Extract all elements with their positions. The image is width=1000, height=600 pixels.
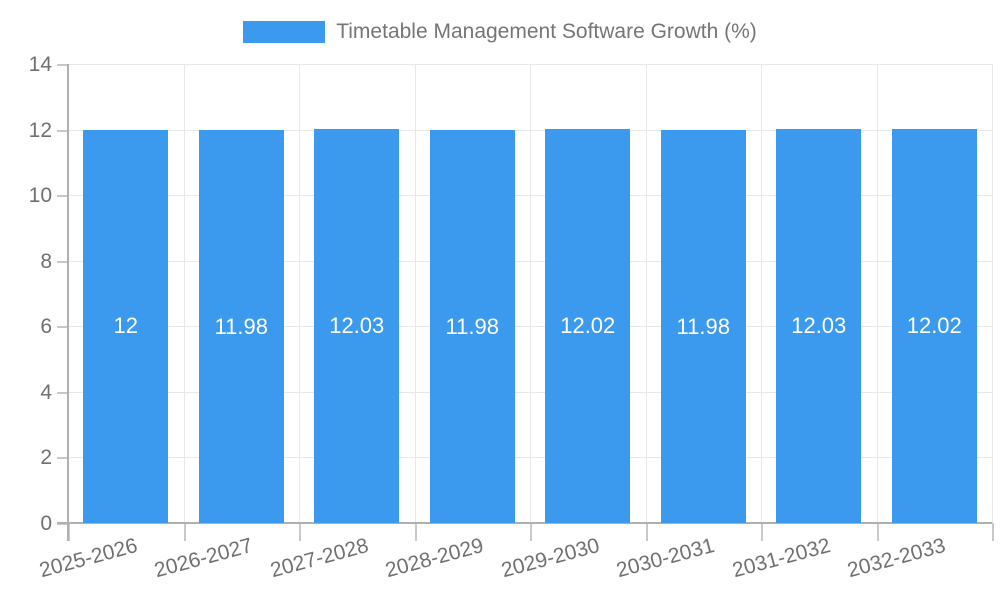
x-tick — [414, 523, 417, 541]
bar-value-label: 12 — [113, 313, 138, 339]
x-tick — [299, 523, 301, 541]
v-gridline — [876, 64, 878, 523]
x-tick — [530, 523, 532, 541]
x-tick — [645, 523, 648, 541]
x-tick — [761, 523, 763, 541]
v-gridline — [992, 64, 993, 523]
v-gridline — [299, 64, 300, 523]
x-tick — [992, 523, 994, 541]
y-tick — [57, 391, 68, 394]
bar[interactable] — [429, 130, 515, 523]
y-tick — [57, 64, 68, 66]
y-tick-label: 0 — [40, 512, 52, 535]
y-tick-label: 8 — [40, 249, 52, 273]
bar-value-label: 11.98 — [214, 313, 268, 339]
bar-value-label: 12.02 — [560, 312, 616, 338]
x-tick — [183, 523, 186, 541]
bar[interactable] — [83, 129, 169, 523]
bar-value-label: 12.03 — [329, 312, 385, 338]
chart-legend[interactable]: Timetable Management Software Growth (%) — [0, 20, 1000, 44]
bar[interactable] — [660, 130, 746, 523]
bar-value-label: 11.98 — [445, 313, 499, 339]
chart-title: Timetable Management Software Growth (%) — [336, 20, 757, 43]
y-tick — [57, 457, 68, 460]
v-gridline — [645, 64, 647, 523]
v-gridline — [414, 64, 416, 523]
y-tick-label: 2 — [40, 446, 52, 470]
v-gridline — [761, 64, 762, 523]
bar-value-label: 12.03 — [791, 312, 847, 338]
bar[interactable] — [891, 128, 977, 523]
y-tick — [57, 195, 68, 198]
y-tick — [57, 326, 68, 329]
bar[interactable] — [776, 128, 862, 523]
bar-value-label: 12.02 — [906, 312, 962, 338]
y-tick-label: 12 — [28, 118, 52, 142]
x-tick — [68, 523, 70, 541]
bar-value-label: 11.98 — [676, 313, 730, 339]
x-tick — [876, 523, 879, 541]
y-tick-label: 14 — [28, 53, 52, 76]
y-tick-label: 6 — [40, 315, 52, 339]
y-tick-label: 4 — [40, 380, 52, 404]
bar[interactable] — [314, 128, 400, 523]
y-tick — [57, 129, 68, 132]
legend-swatch[interactable] — [243, 21, 326, 43]
y-tick-label: 10 — [28, 184, 52, 208]
v-gridline — [530, 64, 531, 523]
v-gridline — [183, 64, 185, 523]
bar[interactable] — [198, 130, 284, 523]
y-tick — [57, 260, 68, 263]
y-tick — [57, 523, 68, 525]
x-axis-line — [57, 522, 992, 524]
y-axis-line — [67, 64, 69, 541]
bar[interactable] — [545, 128, 631, 523]
